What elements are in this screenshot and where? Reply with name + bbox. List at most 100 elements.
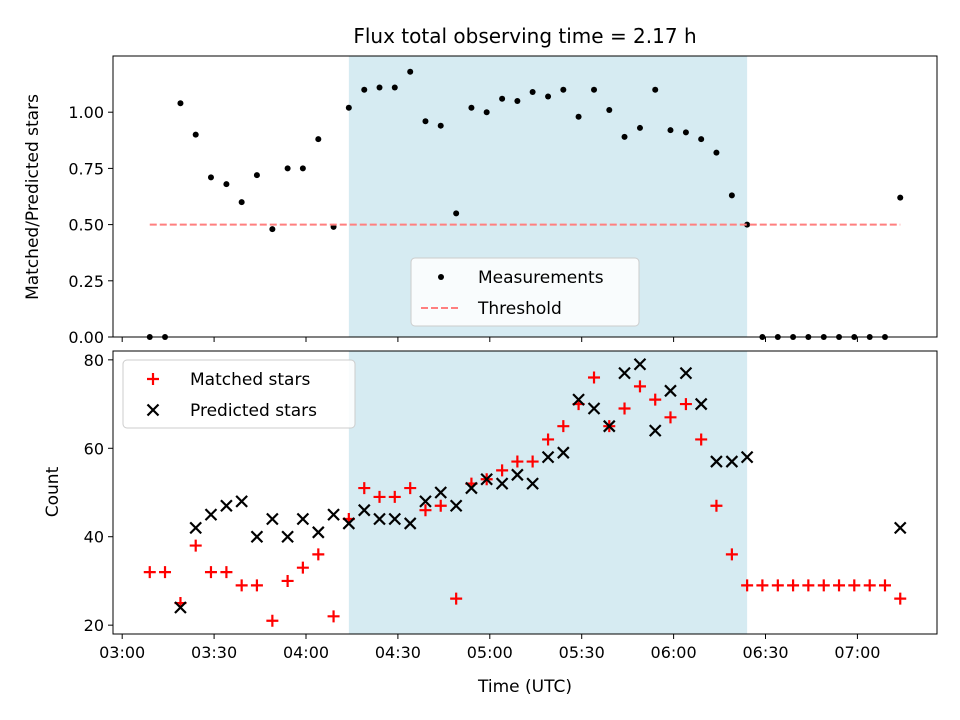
measurements-point <box>591 86 598 93</box>
measurements-point <box>376 84 383 91</box>
matched-stars-point <box>388 490 401 503</box>
measurements-point <box>407 68 414 75</box>
matched-stars-point <box>434 499 447 512</box>
predicted-stars-point <box>480 472 493 486</box>
bottom-ylabel: Count <box>43 466 63 517</box>
measurements-point <box>698 136 705 143</box>
measurements-point <box>177 100 184 107</box>
predicted-stars-point <box>250 530 264 543</box>
xtick-label: 03:30 <box>191 643 237 662</box>
top-ytick-label: 0.00 <box>68 328 104 347</box>
matched-stars-point <box>878 579 891 592</box>
predicted-stars-point <box>204 508 218 521</box>
measurements-point <box>345 104 352 111</box>
measurements-point <box>437 122 444 129</box>
matched-stars-point <box>373 490 386 503</box>
predicted-stars-point <box>557 446 570 459</box>
chart-title: Flux total observing time = 2.17 h <box>353 24 696 48</box>
measurements-point <box>361 86 368 93</box>
measurements-point <box>545 93 552 100</box>
matched-stars-point <box>159 566 172 579</box>
matched-stars-point <box>817 579 830 592</box>
matched-stars-point <box>741 579 754 592</box>
measurements-point <box>682 129 689 136</box>
matched-stars-point <box>296 561 309 574</box>
predicted-stars-point <box>189 521 202 535</box>
measurements-point <box>514 97 521 104</box>
matched-stars-point <box>143 566 156 579</box>
matched-stars-point <box>235 579 248 592</box>
matched-stars-point <box>496 464 509 477</box>
legend-label-threshold: Threshold <box>477 299 562 319</box>
bottom-ytick-label: 40 <box>84 528 104 547</box>
predicted-stars-point <box>541 450 555 464</box>
top-panel: 0.00 0.25 0.50 0.75 1.00 Measurements Threshol… <box>68 55 938 347</box>
measurements-point <box>499 95 506 102</box>
matched-stars-point <box>633 380 646 393</box>
measurements-point <box>529 88 536 95</box>
measurements-point <box>299 165 306 172</box>
measurements-point <box>483 109 490 116</box>
measurements-point <box>207 174 214 181</box>
predicted-stars-point <box>710 455 723 468</box>
matched-stars-point <box>281 574 294 587</box>
matched-stars-point <box>542 433 555 446</box>
matched-stars-point <box>327 610 340 623</box>
top-ytick-label: 0.25 <box>68 272 104 291</box>
measurements-point <box>652 86 659 93</box>
measurements-point <box>269 226 276 233</box>
xtick-label: 06:30 <box>742 643 788 662</box>
predicted-stars-point <box>434 486 448 499</box>
bottom-legend: Matched stars Predicted stars <box>122 359 356 429</box>
matched-stars-point <box>787 579 800 592</box>
matched-stars-point <box>802 579 815 592</box>
measurements-point <box>667 127 674 134</box>
matched-stars-point <box>649 393 662 406</box>
predicted-stars-point <box>602 419 616 433</box>
matched-stars-point <box>664 411 677 424</box>
predicted-stars-point <box>587 402 601 415</box>
predicted-stars-point <box>648 424 662 437</box>
predicted-stars-point <box>449 499 463 513</box>
predicted-stars-point <box>266 512 279 526</box>
predicted-stars-point <box>312 526 325 539</box>
xtick-label: 04:30 <box>375 643 421 662</box>
legend-swatch-measurements <box>438 274 444 280</box>
predicted-stars-point <box>893 521 907 535</box>
matched-stars-point <box>588 371 601 384</box>
matched-stars-point <box>695 433 708 446</box>
predicted-stars-point <box>327 508 340 521</box>
predicted-stars-point <box>373 512 386 526</box>
bottom-shaded-region <box>348 351 748 634</box>
matched-stars-point <box>220 566 233 579</box>
predicted-stars-point <box>174 601 187 614</box>
matched-stars-point <box>710 499 723 512</box>
legend-label-measurements: Measurements <box>478 268 604 288</box>
measurements-point <box>422 118 429 125</box>
bottom-ytick-label: 60 <box>84 439 104 458</box>
measurements-point <box>223 181 230 188</box>
matched-stars-point <box>771 579 784 592</box>
matched-stars-point <box>204 566 217 579</box>
matched-stars-point <box>189 539 202 552</box>
matched-stars-point <box>404 482 417 495</box>
matched-stars-point <box>526 455 539 468</box>
x-axis-label: Time (UTC) <box>477 677 572 697</box>
predicted-stars-point <box>235 495 248 508</box>
predicted-stars-point <box>357 503 371 517</box>
measurements-point <box>284 165 291 172</box>
predicted-stars-point <box>679 366 693 380</box>
xtick-label: 07:00 <box>834 643 880 662</box>
xtick-label: 05:00 <box>467 643 513 662</box>
predicted-stars-point <box>281 530 294 543</box>
matched-stars-point <box>250 579 263 592</box>
predicted-stars-point <box>296 512 310 526</box>
legend-box <box>410 257 640 327</box>
measurements-point <box>713 149 720 156</box>
xtick-label: 03:00 <box>99 643 145 662</box>
matched-stars-point <box>894 592 907 605</box>
predicted-stars-point <box>618 366 631 380</box>
matched-stars-point <box>756 579 769 592</box>
predicted-stars-point <box>495 477 509 490</box>
